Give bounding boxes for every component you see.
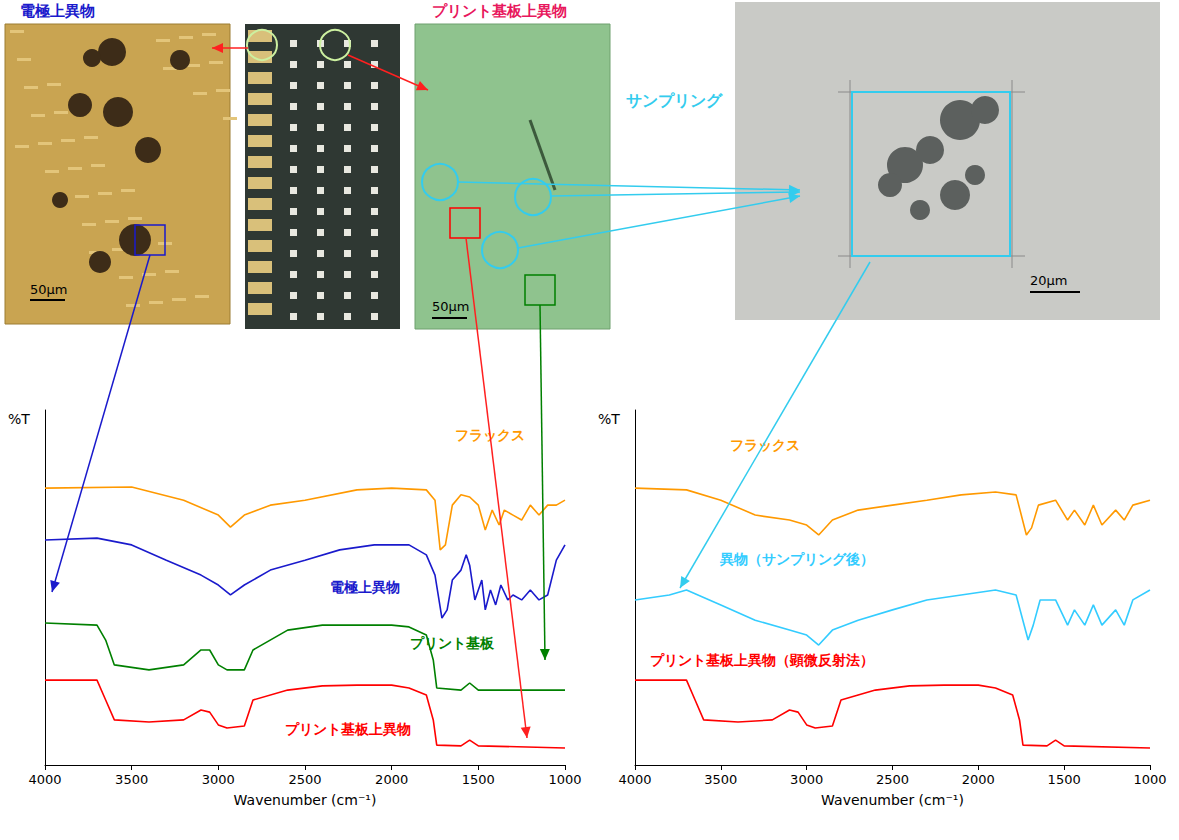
svg-text:電極上異物: 電極上異物 [330, 579, 400, 595]
svg-text:2000: 2000 [962, 772, 995, 787]
svg-text:フラックス: フラックス [455, 427, 525, 443]
svg-text:3000: 3000 [202, 772, 235, 787]
svg-text:4000: 4000 [618, 772, 651, 787]
svg-text:50μm: 50μm [432, 299, 469, 314]
svg-text:Wavenumber (cm⁻¹): Wavenumber (cm⁻¹) [821, 792, 964, 808]
svg-text:プリント基板上異物（顕微反射法）: プリント基板上異物（顕微反射法） [650, 652, 874, 668]
svg-text:2000: 2000 [375, 772, 408, 787]
svg-text:電極上異物: 電極上異物 [20, 2, 95, 20]
svg-text:プリント基板上異物: プリント基板上異物 [432, 2, 567, 20]
svg-text:プリント基板: プリント基板 [410, 635, 495, 651]
svg-text:2500: 2500 [288, 772, 321, 787]
svg-text:1000: 1000 [1133, 772, 1166, 787]
svg-text:1500: 1500 [462, 772, 495, 787]
svg-text:サンプリング: サンプリング [626, 91, 723, 110]
svg-text:フラックス: フラックス [730, 437, 800, 453]
svg-text:プリント基板上異物: プリント基板上異物 [285, 721, 411, 737]
svg-text:%T: %T [598, 411, 620, 427]
svg-text:1000: 1000 [548, 772, 581, 787]
svg-text:異物（サンプリング後）: 異物（サンプリング後） [719, 551, 874, 567]
svg-text:2500: 2500 [876, 772, 909, 787]
svg-text:1500: 1500 [1048, 772, 1081, 787]
svg-text:Wavenumber (cm⁻¹): Wavenumber (cm⁻¹) [234, 792, 377, 808]
svg-text:20μm: 20μm [1030, 273, 1067, 288]
svg-text:50μm: 50μm [30, 282, 67, 297]
svg-text:3000: 3000 [790, 772, 823, 787]
svg-text:3500: 3500 [704, 772, 737, 787]
svg-text:%T: %T [8, 411, 30, 427]
svg-text:3500: 3500 [115, 772, 148, 787]
svg-text:4000: 4000 [28, 772, 61, 787]
